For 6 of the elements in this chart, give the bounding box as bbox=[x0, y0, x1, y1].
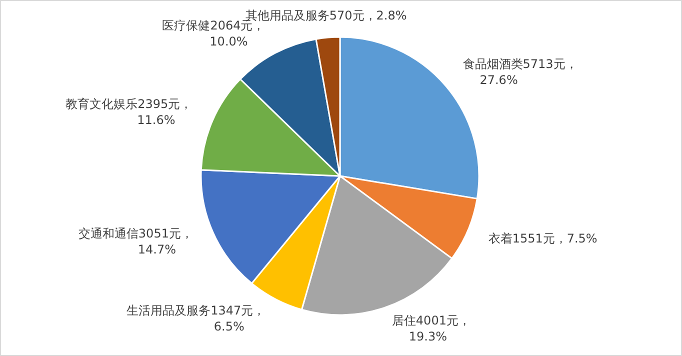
slice-label: 交通和通信3051元， 14.7% bbox=[78, 226, 193, 257]
slice-label: 教育文化娱乐2395元， 11.6% bbox=[66, 97, 192, 128]
slice-label: 生活用品及服务1347元， 6.5% bbox=[126, 304, 266, 334]
slice-label: 居住4001元， 19.3% bbox=[392, 313, 470, 344]
slice-label: 衣着1551元，7.5% bbox=[488, 232, 598, 246]
slice-label: 食品烟酒类5713元， 27.6% bbox=[462, 56, 578, 87]
